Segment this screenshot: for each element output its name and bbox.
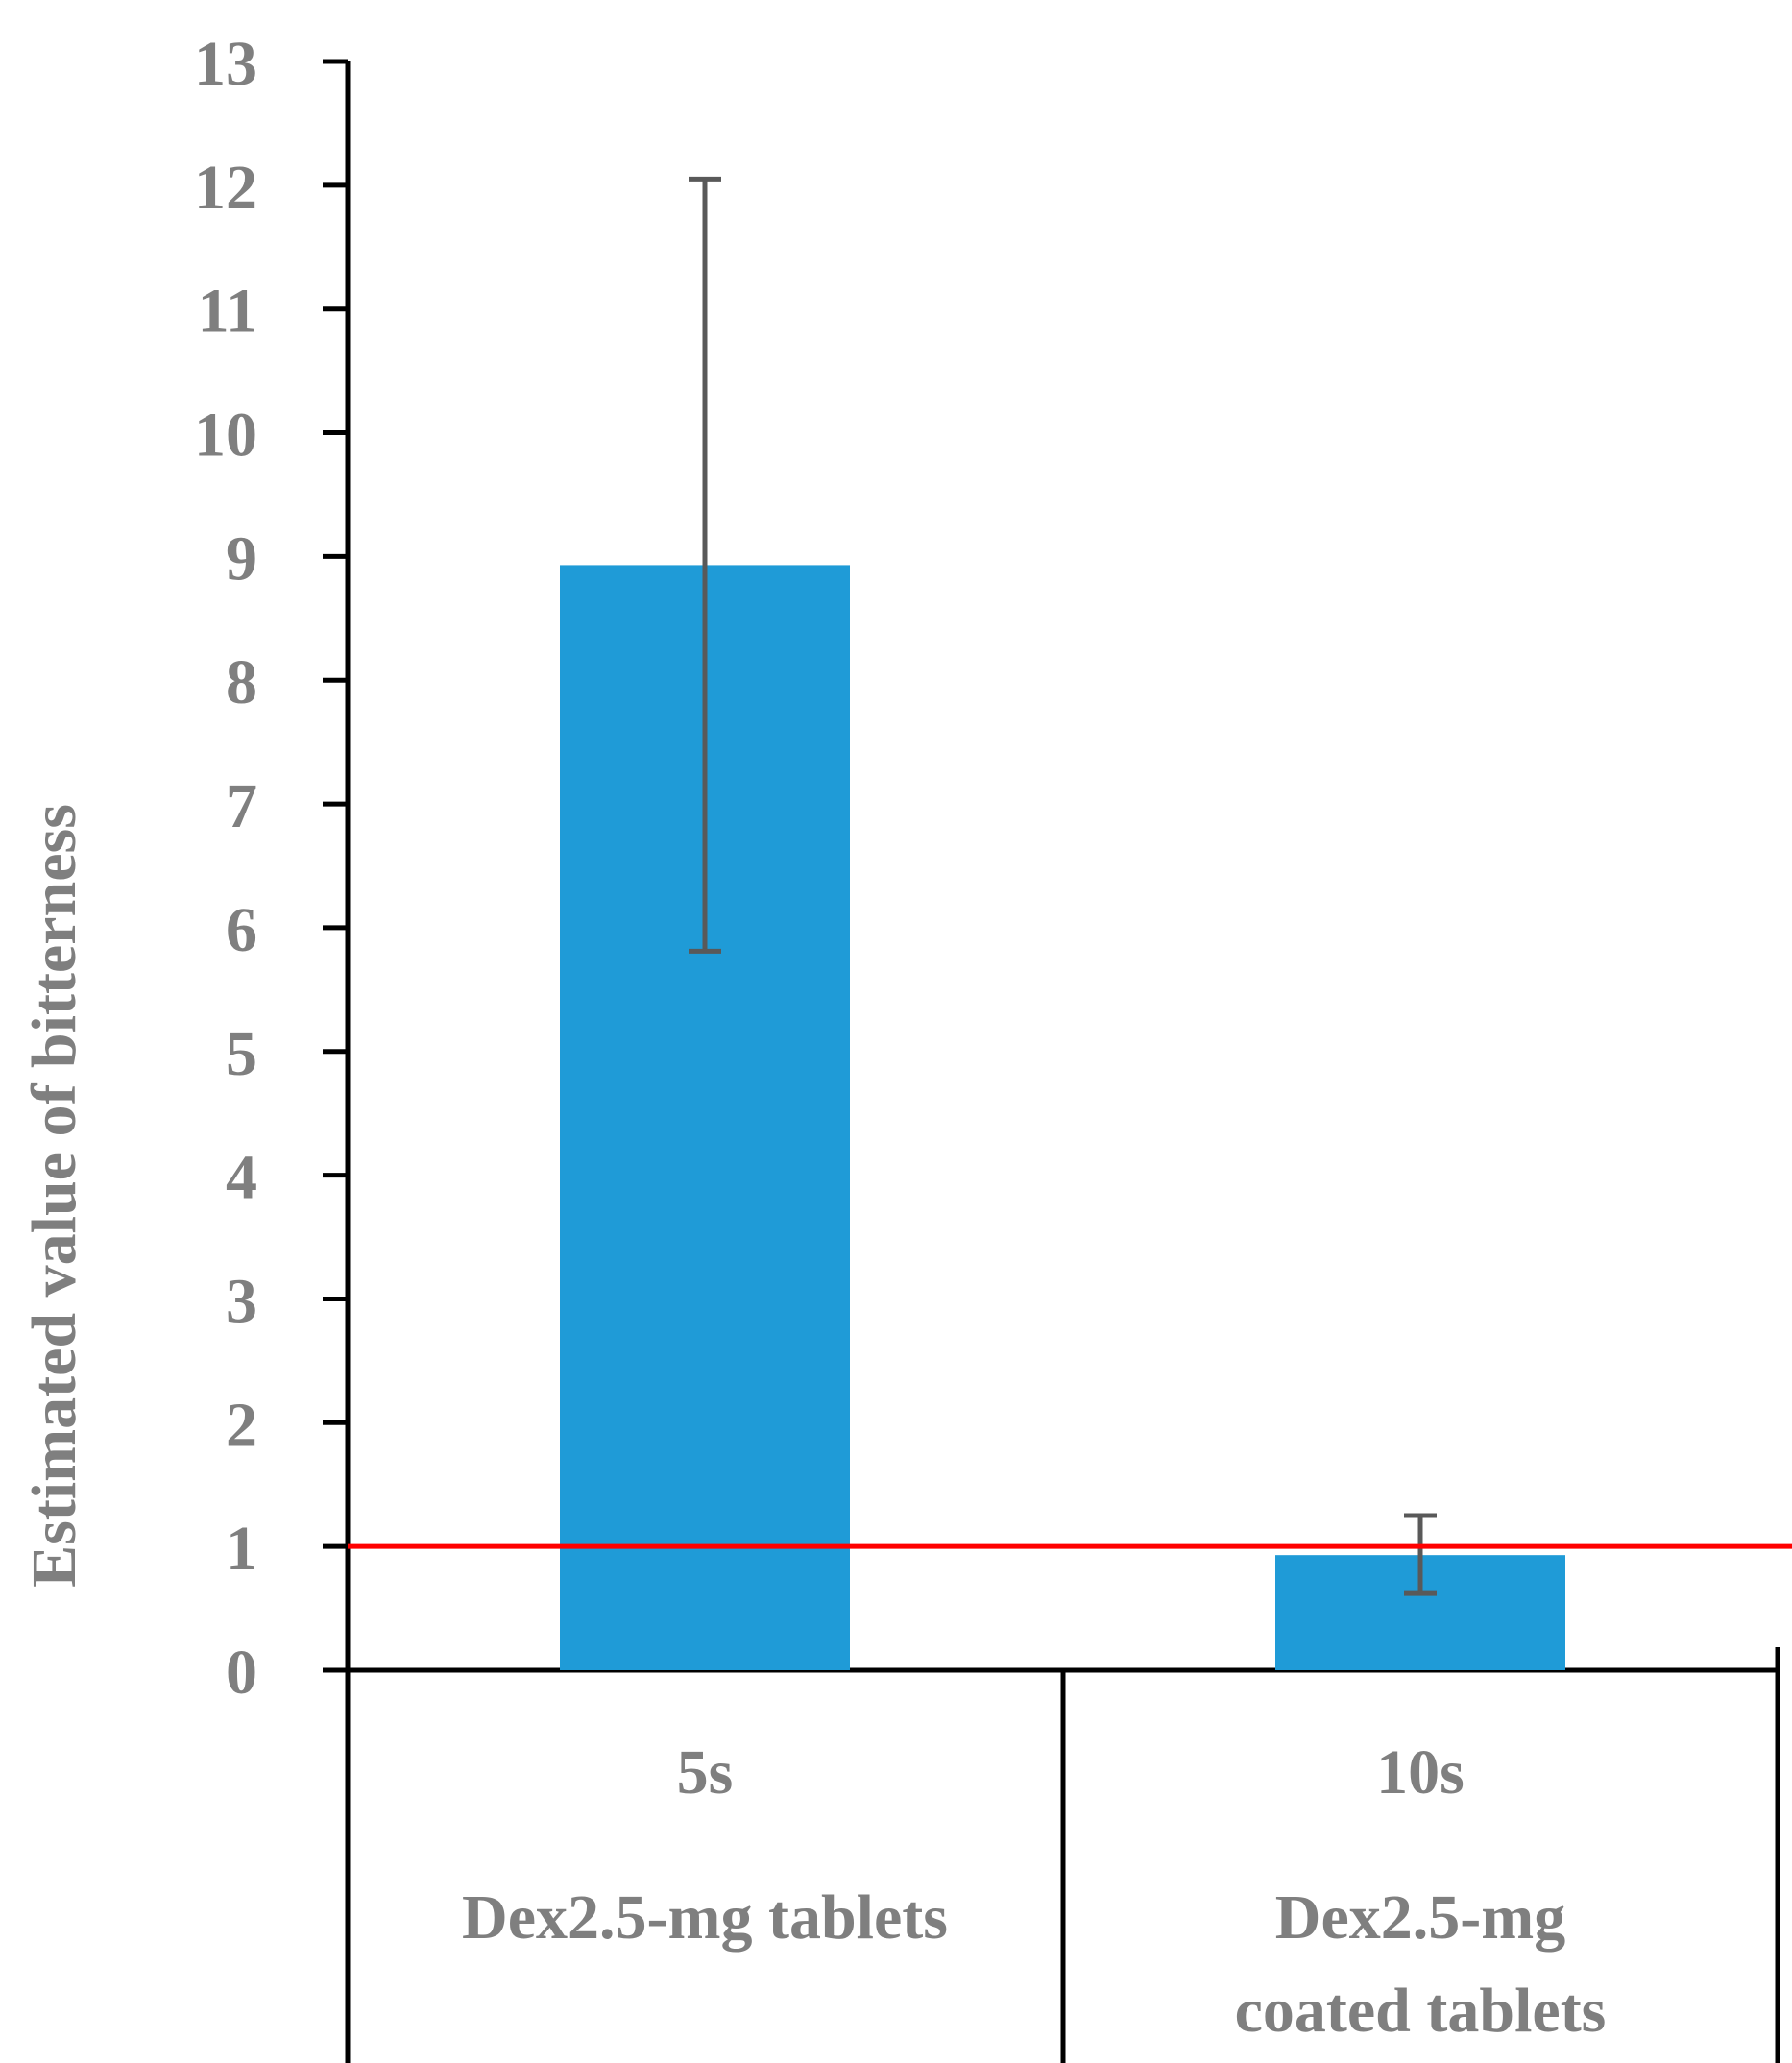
category-sample-label: Dex2.5-mg tablets <box>462 1882 948 1953</box>
y-tick-label: 6 <box>226 895 257 965</box>
y-tick-label: 12 <box>194 153 257 223</box>
bars <box>560 176 1565 1671</box>
category-time-label: 10s <box>1376 1737 1465 1808</box>
y-tick-label: 8 <box>226 647 257 717</box>
axes <box>323 59 1780 2063</box>
y-tick-label: 2 <box>226 1390 257 1460</box>
y-tick-label: 3 <box>226 1266 257 1336</box>
y-tick-label: 9 <box>226 523 257 594</box>
y-tick-label: 0 <box>226 1638 257 1708</box>
y-tick-label: 1 <box>226 1514 257 1584</box>
category-sample-label: coated tablets <box>1235 1976 1607 2046</box>
y-tick-label: 5 <box>226 1019 257 1089</box>
category-time-label: 5s <box>677 1737 734 1808</box>
y-tick-label: 4 <box>226 1143 257 1213</box>
y-tick-label: 10 <box>194 400 257 471</box>
y-tick-label: 13 <box>194 29 257 99</box>
y-tick-label: 7 <box>226 771 257 841</box>
y-axis-title: Estimated value of bitterness <box>19 804 89 1588</box>
category-sample-label: Dex2.5-mg <box>1275 1882 1565 1953</box>
y-tick-label: 11 <box>198 277 257 347</box>
